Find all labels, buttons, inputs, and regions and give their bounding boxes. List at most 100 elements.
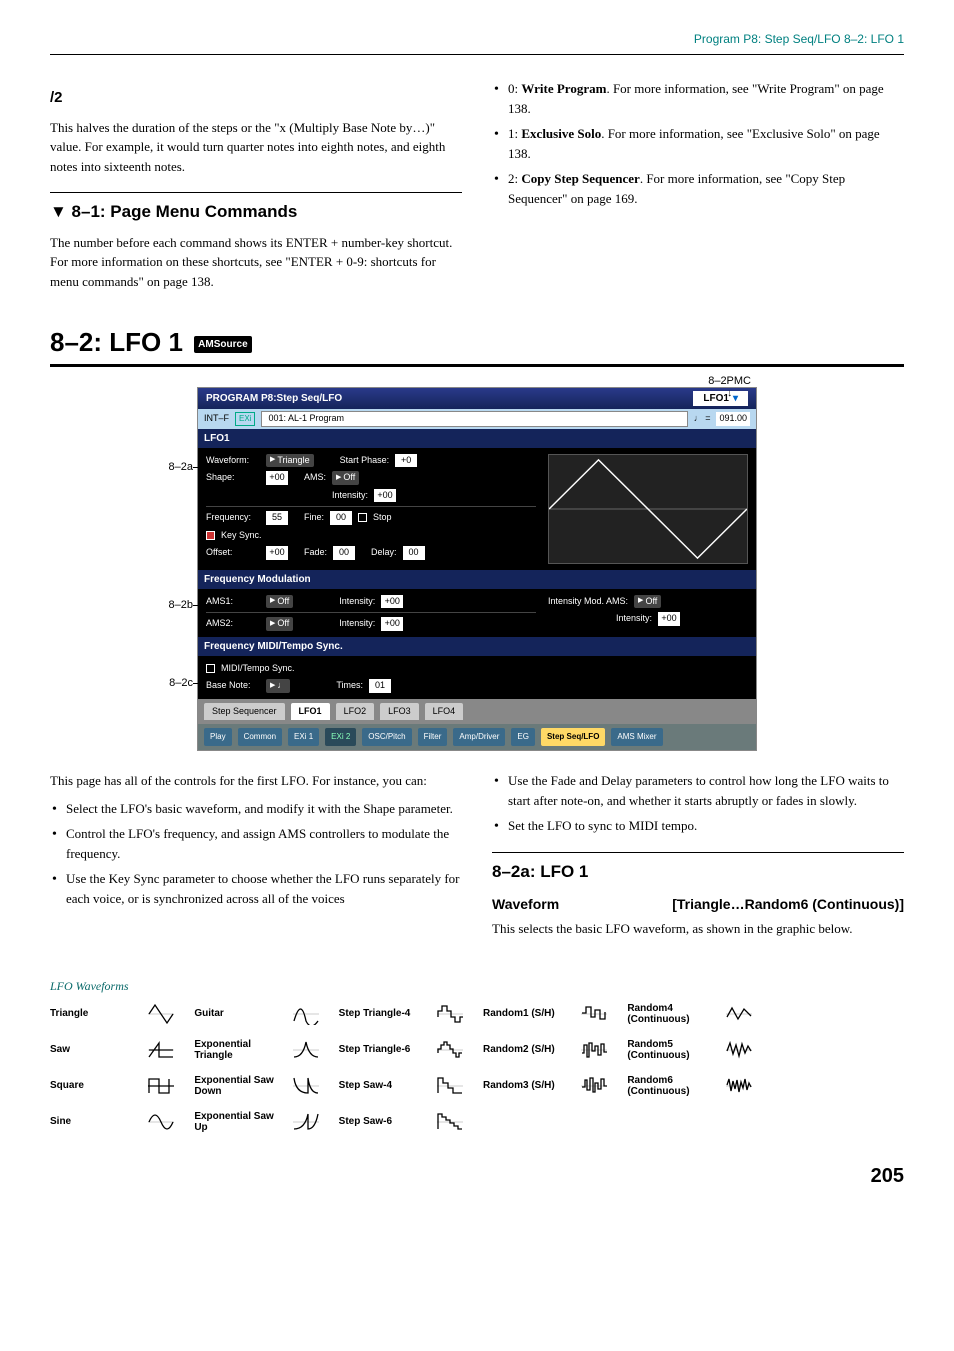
- nav-tab[interactable]: Play: [204, 728, 232, 746]
- lfo-waveform-cell: Sine: [50, 1111, 182, 1133]
- val-int2[interactable]: +00: [381, 617, 403, 631]
- param-waveform-label: Waveform: [492, 894, 559, 915]
- below-right-list: Use the Fade and Delay parameters to con…: [492, 771, 904, 836]
- val-shape[interactable]: +00: [266, 471, 288, 485]
- lfo-waveform-icon: [140, 1003, 182, 1025]
- below-left-intro: This page has all of the controls for th…: [50, 771, 462, 791]
- left-column: /2 This halves the duration of the steps…: [50, 79, 462, 299]
- panel-titlebar: PROGRAM P8:Step Seq/LFO LFO1 ▾: [198, 388, 756, 409]
- lbl-keysync: Key Sync.: [221, 529, 262, 543]
- nav-tab[interactable]: EXi 2: [325, 728, 356, 746]
- val-fade[interactable]: 00: [333, 546, 355, 560]
- lfo-waveform-icon: [718, 1003, 760, 1025]
- lfo-waveform-icon: [285, 1039, 327, 1061]
- heading-half: /2: [50, 87, 462, 110]
- keysync-checkbox[interactable]: [206, 531, 215, 540]
- lfo-waveform-name: Exponential Triangle: [194, 1039, 278, 1061]
- nav-tab[interactable]: EXi 1: [288, 728, 319, 746]
- shape-ams-selector[interactable]: Off: [332, 471, 359, 485]
- nav-tab[interactable]: Common: [238, 728, 282, 746]
- section-lfo1-body: Waveform: Triangle Start Phase: +0 Shape…: [198, 448, 756, 570]
- val-freq[interactable]: 55: [266, 511, 288, 525]
- imod-ams-selector[interactable]: Off: [634, 595, 661, 609]
- nav-tab[interactable]: Amp/Driver: [453, 728, 505, 746]
- lfo-waveform-cell: Step Saw-4: [339, 1075, 471, 1097]
- lfo-waveform-name: Sine: [50, 1116, 134, 1127]
- lfo-waveform-icon: [573, 1075, 615, 1097]
- lfo-waveform-icon: [573, 1003, 615, 1025]
- lfo-waveform-icon: [429, 1075, 471, 1097]
- lfo-waveforms-grid: TriangleGuitarStep Triangle-4Random1 (S/…: [50, 1003, 904, 1133]
- lfo-waveform-cell: Exponential Saw Down: [194, 1075, 326, 1097]
- below-left-list: Select the LFO's basic waveform, and mod…: [50, 799, 462, 909]
- basenote-selector[interactable]: ♩: [266, 679, 290, 693]
- val-delay[interactable]: 00: [403, 546, 425, 560]
- section-freqmod-body: AMS1: Off Intensity: +00 AMS2: Off Inten…: [198, 589, 756, 637]
- lbl-times: Times:: [336, 679, 363, 693]
- subtab[interactable]: LFO4: [425, 703, 464, 721]
- val-shape-intensity[interactable]: +00: [374, 489, 396, 503]
- screenshot-container: 8–2PMC 8–2a 8–2b 8–2c PROGRAM P8:Step Se…: [50, 387, 904, 751]
- section-miditempo-head: Frequency MIDI/Tempo Sync.: [198, 637, 756, 656]
- val-offset[interactable]: +00: [266, 546, 288, 560]
- ams1-selector[interactable]: Off: [266, 595, 293, 609]
- nav-tab[interactable]: OSC/Pitch: [362, 728, 411, 746]
- lbl-waveform: Waveform:: [206, 454, 260, 468]
- lfo-waveform-cell: Square: [50, 1075, 182, 1097]
- lfo-waveform-icon: [285, 1075, 327, 1097]
- ams2-selector[interactable]: Off: [266, 617, 293, 631]
- lbl-basenote: Base Note:: [206, 679, 260, 693]
- param-waveform-row: Waveform [Triangle…Random6 (Continuous)]: [492, 894, 904, 915]
- section-lfo1-head: LFO1: [198, 429, 756, 448]
- subtab[interactable]: LFO1: [291, 703, 330, 721]
- lfo-waveform-cell: Random2 (S/H): [483, 1039, 615, 1061]
- waveform-selector[interactable]: Triangle: [266, 454, 314, 468]
- lfo-waveform-icon: [140, 1111, 182, 1133]
- lfo-waveform-icon: [429, 1039, 471, 1061]
- subtab[interactable]: Step Sequencer: [204, 703, 285, 721]
- nav-tab[interactable]: AMS Mixer: [611, 728, 662, 746]
- lfo-waveform-name: Guitar: [194, 1008, 278, 1019]
- lfo-waveform-name: Square: [50, 1080, 134, 1091]
- lbl-startphase: Start Phase:: [340, 454, 390, 468]
- nav-tab[interactable]: Filter: [418, 728, 448, 746]
- val-imod-int[interactable]: +00: [658, 612, 680, 626]
- subtab[interactable]: LFO3: [380, 703, 419, 721]
- lfo-waveform-cell: Triangle: [50, 1003, 182, 1025]
- val-times[interactable]: 01: [369, 679, 391, 693]
- subtab[interactable]: LFO2: [336, 703, 375, 721]
- lfo-waveform-icon: [140, 1039, 182, 1061]
- lbl-offset: Offset:: [206, 546, 260, 560]
- lfo-waveform-cell: [772, 1003, 904, 1025]
- lfo-waveform-name: Random4 (Continuous): [627, 1003, 711, 1025]
- lfo-waveform-cell: [627, 1111, 759, 1133]
- val-fine[interactable]: 00: [330, 511, 352, 525]
- list-item: Use the Key Sync parameter to choose whe…: [50, 869, 462, 908]
- nav-tab[interactable]: Step Seq/LFO: [541, 728, 605, 746]
- lfo-waveform-icon: [429, 1111, 471, 1133]
- panel-subbar: INT–F EXi 001: AL-1 Program ♩ = 091.00: [198, 409, 756, 429]
- amsource-badge: AMSource: [194, 336, 251, 353]
- lfo-waveform-name: Exponential Saw Up: [194, 1111, 278, 1133]
- bank-label: INT–F: [204, 412, 229, 426]
- nav-tab[interactable]: EG: [511, 728, 535, 746]
- val-int1[interactable]: +00: [381, 595, 403, 609]
- menu-command-item: 2: Copy Step Sequencer. For more informa…: [492, 169, 904, 208]
- heading-lfo1-text: 8–2: LFO 1: [50, 327, 183, 357]
- lfo-waveform-name: Random6 (Continuous): [627, 1075, 711, 1097]
- lbl-fade: Fade:: [304, 546, 327, 560]
- tempo-value[interactable]: 091.00: [716, 412, 750, 426]
- val-startphase[interactable]: +0: [395, 454, 417, 468]
- lbl-shape-intensity: Intensity:: [332, 489, 368, 503]
- page-header: Program P8: Step Seq/LFO 8–2: LFO 1: [50, 30, 904, 55]
- list-item: Use the Fade and Delay parameters to con…: [492, 771, 904, 810]
- lbl-ams1: AMS1:: [206, 595, 260, 609]
- stop-checkbox[interactable]: [358, 513, 367, 522]
- lfo-waveform-name: Step Triangle-4: [339, 1008, 423, 1019]
- list-item: Select the LFO's basic waveform, and mod…: [50, 799, 462, 819]
- section-freqmod-head: Frequency Modulation: [198, 570, 756, 589]
- lfo-waveform-cell: Random3 (S/H): [483, 1075, 615, 1097]
- miditempo-checkbox[interactable]: [206, 664, 215, 673]
- lbl-freq: Frequency:: [206, 511, 260, 525]
- exi-chip[interactable]: EXi: [235, 412, 255, 426]
